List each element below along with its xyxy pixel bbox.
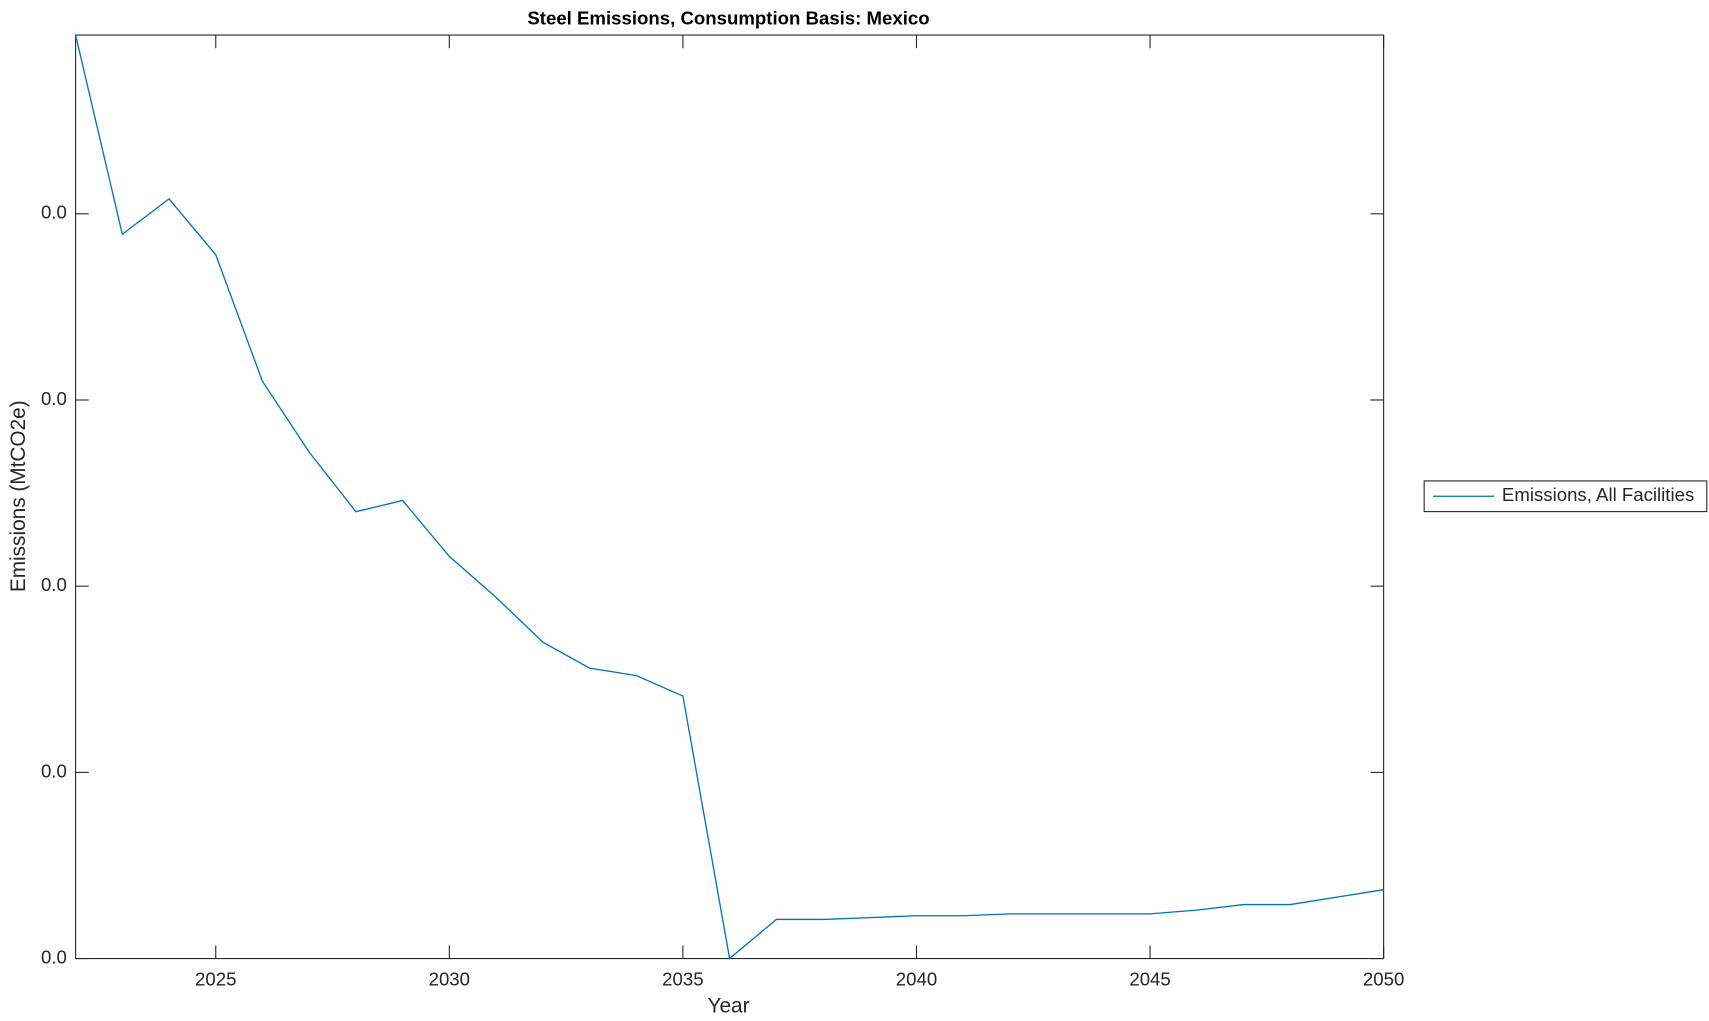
- y-tick-label: 0.0: [41, 202, 67, 223]
- x-tick-label: 2030: [429, 968, 470, 989]
- y-axis-label: Emissions (MtCO2e): [7, 400, 30, 592]
- y-tick-label: 0.0: [41, 760, 67, 781]
- plot-area: [75, 34, 1385, 960]
- x-axis-label: Year: [708, 994, 750, 1017]
- y-tick-label: 0.0: [41, 574, 67, 595]
- y-tick-label: 0.0: [41, 946, 67, 967]
- y-tick-label: 0.0: [41, 388, 67, 409]
- x-tick-label: 2035: [662, 968, 703, 989]
- x-tick-label: 2045: [1129, 968, 1170, 989]
- legend-label: Emissions, All Facilities: [1502, 484, 1694, 505]
- x-tick-label: 2025: [195, 968, 236, 989]
- chart-title: Steel Emissions, Consumption Basis: Mexi…: [527, 8, 929, 29]
- x-tick-label: 2050: [1363, 968, 1404, 989]
- x-tick-label: 2040: [896, 968, 937, 989]
- line: [74, 34, 1384, 960]
